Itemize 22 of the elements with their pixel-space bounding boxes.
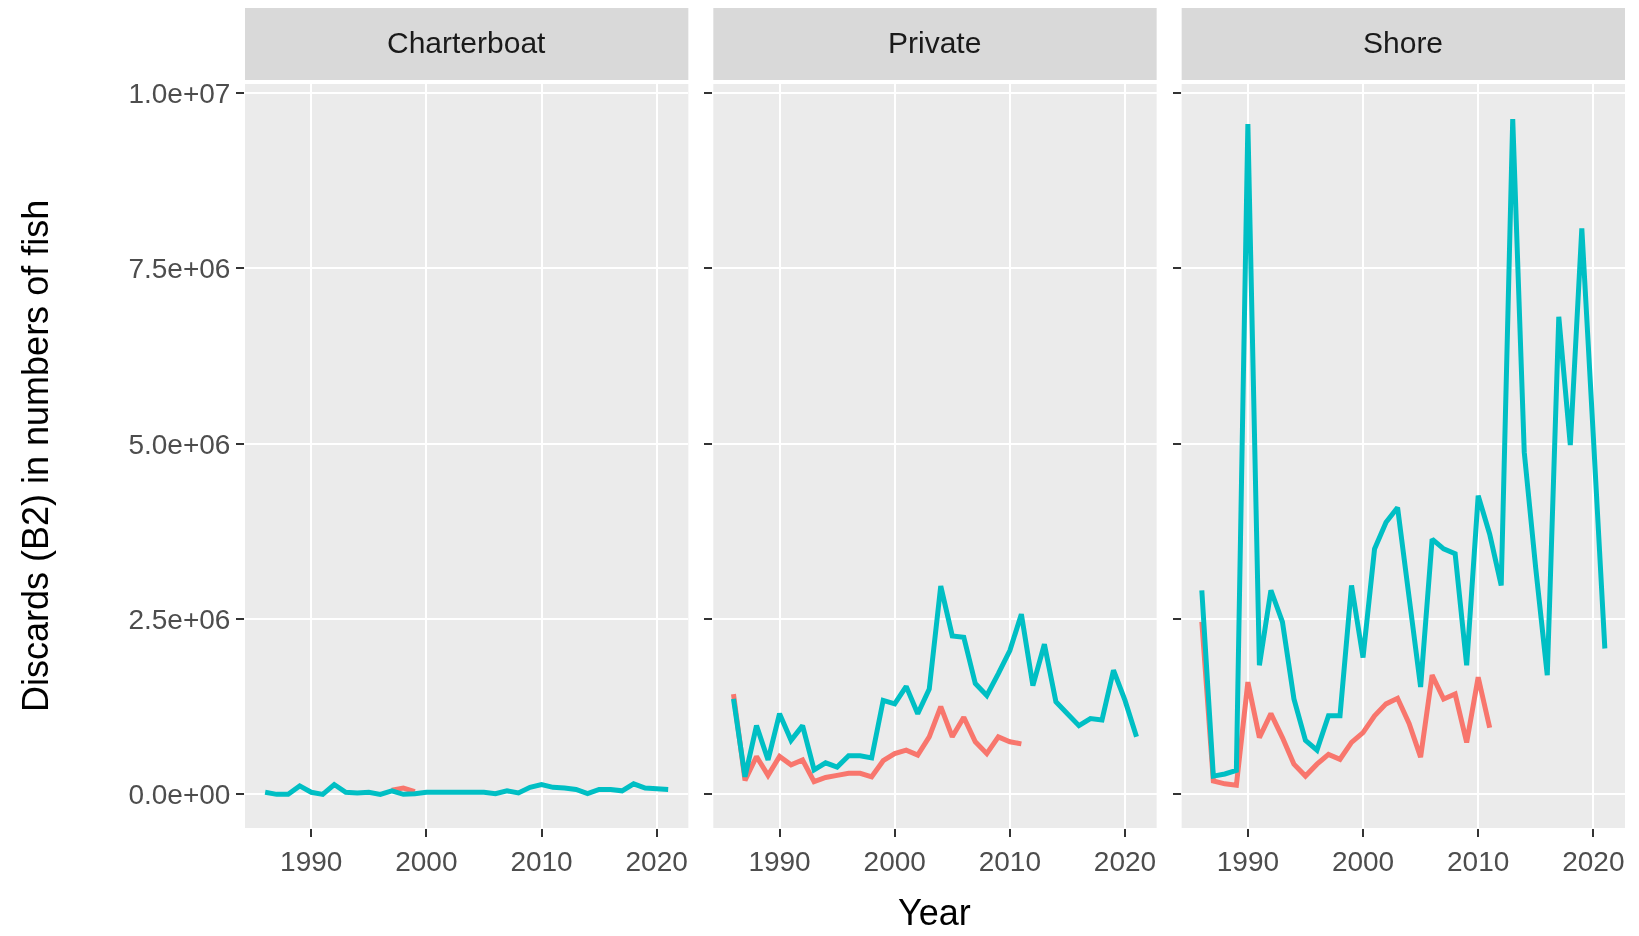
y-tick-label: 7.5e+06 — [128, 253, 231, 285]
x-tick-label: 2010 — [978, 845, 1041, 877]
x-tick-label: 1990 — [1216, 845, 1280, 877]
x-tick-label: 2000 — [863, 845, 926, 877]
x-tick-label: 2000 — [1331, 845, 1395, 877]
x-axis-title: Year — [898, 892, 971, 933]
y-tick-label: 5.0e+06 — [128, 428, 231, 460]
y-tick-label: 2.5e+06 — [128, 603, 231, 635]
x-tick-label: 2020 — [625, 845, 688, 877]
chart-title: Private — [888, 26, 982, 59]
x-tick-label: 2010 — [510, 845, 573, 877]
chart-title: Charterboat — [387, 26, 547, 59]
x-tick-label: 2020 — [1562, 845, 1625, 877]
y-tick-label: 0.0e+00 — [128, 779, 231, 811]
y-axis-title: Discards (B2) in numbers of fish — [15, 199, 56, 712]
x-tick-label: 2000 — [395, 845, 458, 877]
x-tick-label: 1990 — [280, 845, 343, 877]
chart-title: Shore — [1363, 26, 1444, 59]
y-tick-label: 1.0e+07 — [128, 77, 231, 109]
x-tick-label: 1990 — [748, 845, 811, 877]
x-tick-label: 2020 — [1093, 845, 1157, 877]
x-tick-label: 2010 — [1447, 845, 1510, 877]
